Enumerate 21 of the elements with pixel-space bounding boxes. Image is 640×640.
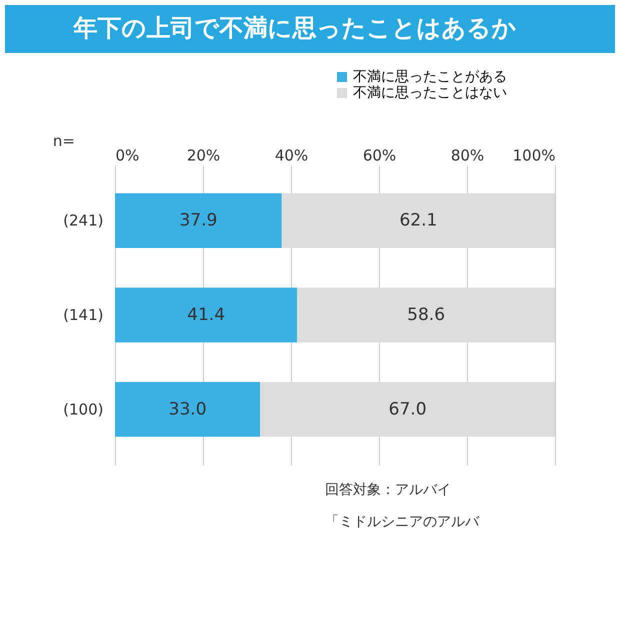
- data-label: 67.0: [388, 399, 427, 420]
- text: 回答対象：アルバイ: [325, 482, 451, 498]
- y-tick-label: (141): [63, 306, 104, 324]
- y-tick-label: (241): [63, 212, 104, 230]
- x-tick-label: 20%: [186, 146, 220, 164]
- x-tick-label: 80%: [450, 146, 484, 164]
- text: 「ミドルシニアのアルバ: [325, 514, 480, 530]
- text: n=: [52, 132, 75, 150]
- x-tick-label: 0%: [116, 146, 140, 164]
- data-label: 62.1: [399, 210, 438, 231]
- legend-label: 不満に思ったことがある: [353, 69, 507, 85]
- chart-title: 年下の上司で不満に思ったことはあるか: [72, 14, 516, 42]
- legend-label: 不満に思ったことはない: [353, 85, 507, 101]
- data-label: 41.4: [187, 305, 226, 325]
- x-tick-label: 40%: [274, 146, 308, 164]
- data-label: 33.0: [168, 399, 207, 420]
- x-tick-label: 60%: [362, 146, 396, 164]
- x-tick-label: 100%: [512, 146, 556, 164]
- data-label: 58.6: [407, 305, 446, 325]
- y-tick-label: (100): [63, 400, 104, 418]
- data-label: 37.9: [179, 210, 218, 231]
